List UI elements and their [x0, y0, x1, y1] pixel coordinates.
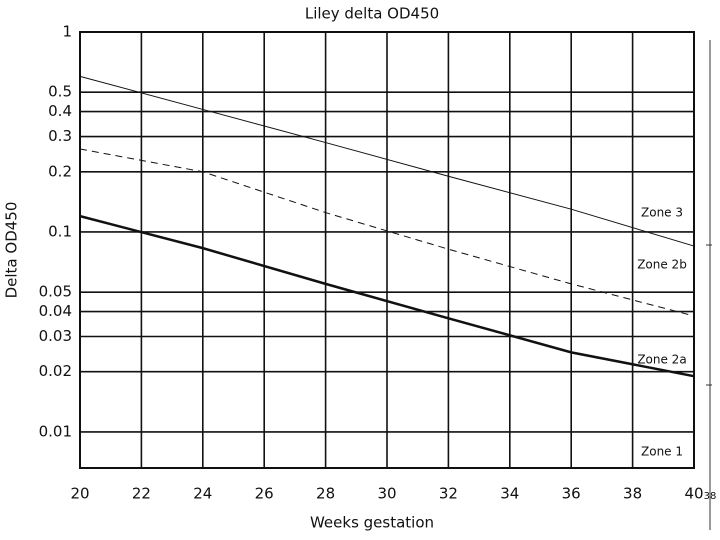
zone-label: Zone 3 [641, 206, 683, 220]
zone-label: Zone 2a [637, 353, 686, 367]
x-tick-label: 38 [623, 485, 642, 503]
series-line [79, 75, 695, 247]
y-tick-label: 0.03 [39, 327, 72, 345]
x-tick-label: 30 [377, 485, 396, 503]
x-tick-label: 40 [684, 485, 703, 503]
y-tick-label: 1 [62, 23, 72, 41]
edge-label: 38 [704, 491, 717, 502]
y-tick-label: 0.04 [39, 302, 72, 320]
y-tick-label: 0.4 [48, 102, 72, 120]
x-tick-label: 20 [70, 485, 89, 503]
series-line [79, 148, 695, 317]
chart-title: Liley delta OD450 [305, 5, 439, 23]
zone-label: Zone 2b [637, 258, 687, 272]
y-tick-label: 0.2 [48, 162, 72, 180]
zone-label: Zone 1 [641, 445, 683, 459]
y-tick-label: 0.5 [48, 83, 72, 101]
y-tick-label: 0.02 [39, 362, 72, 380]
y-axis-label: Delta OD450 [3, 202, 21, 299]
x-axis-label: Weeks gestation [310, 514, 434, 532]
y-tick-label: 0.05 [39, 283, 72, 301]
y-tick-label: 0.01 [39, 422, 72, 440]
x-tick-label: 26 [255, 485, 274, 503]
x-tick-label: 36 [562, 485, 581, 503]
x-tick-label: 32 [439, 485, 458, 503]
x-tick-label: 24 [193, 485, 212, 503]
x-tick-label: 34 [500, 485, 519, 503]
y-tick-label: 0.1 [48, 222, 72, 240]
series-line [79, 214, 695, 378]
x-tick-label: 22 [132, 485, 151, 503]
x-tick-label: 28 [316, 485, 335, 503]
y-tick-label: 0.3 [48, 127, 72, 145]
